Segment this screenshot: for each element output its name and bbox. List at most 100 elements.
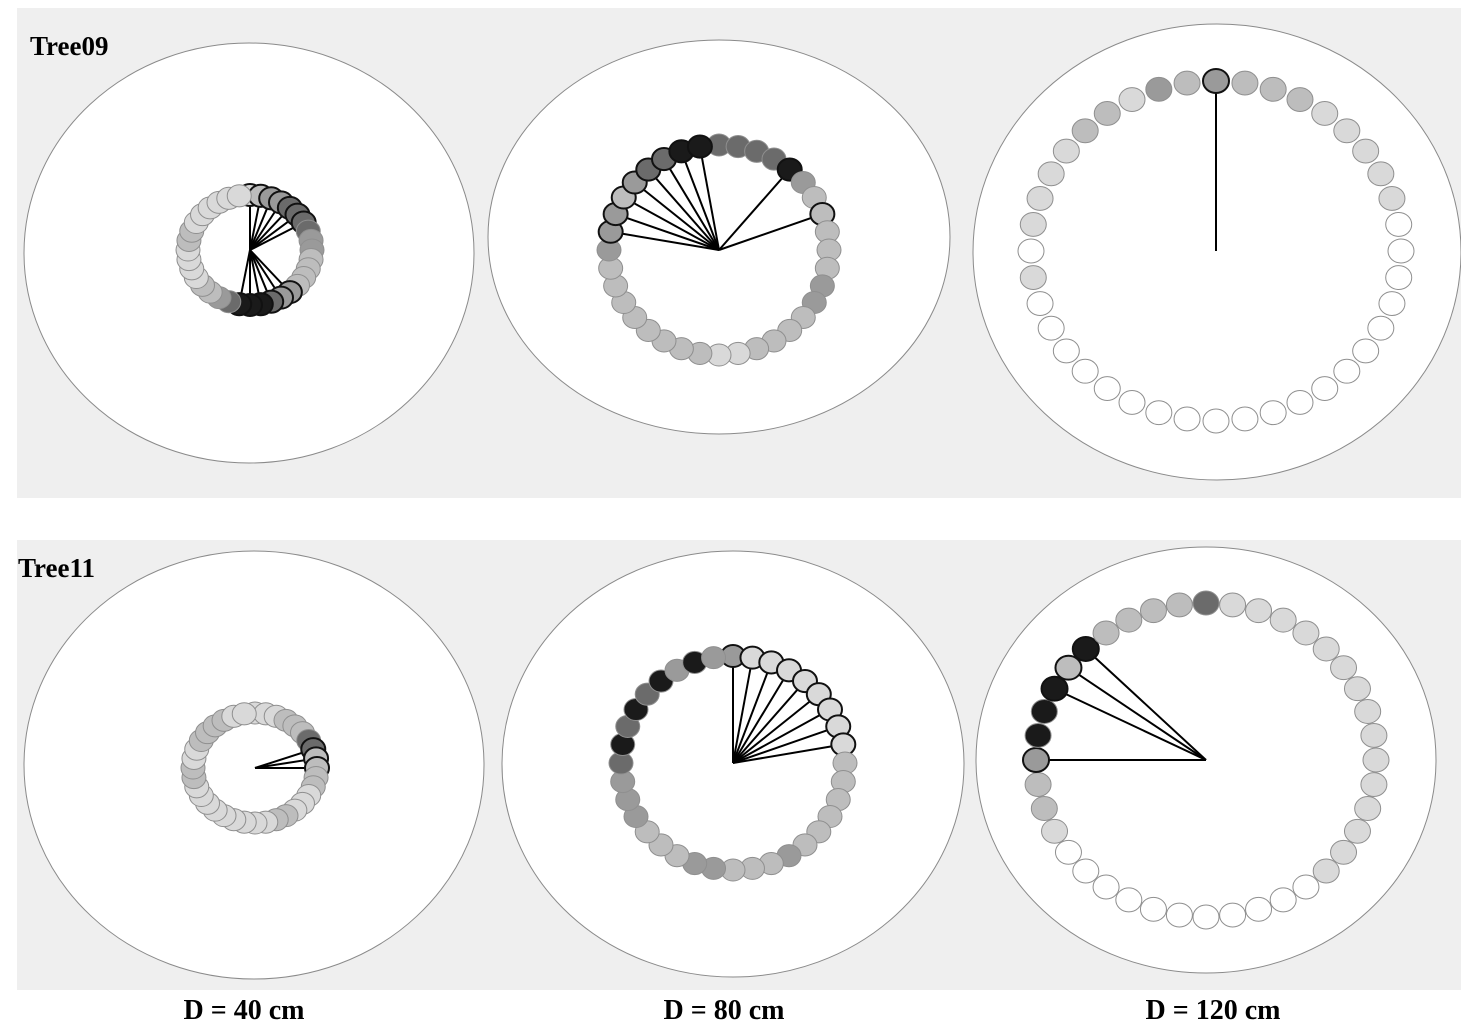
- sensor-dot: [1019, 211, 1047, 237]
- sensor-connection-line: [732, 708, 831, 764]
- sensor-dot: [1354, 796, 1382, 821]
- sensor-dot: [1026, 291, 1054, 316]
- sensor-dot: [1352, 338, 1380, 364]
- sensor-connection-line: [1085, 648, 1207, 761]
- tree-label-tree09: Tree09: [30, 31, 109, 61]
- sensor-dot: [231, 702, 257, 726]
- sensor-dot: [1367, 315, 1395, 341]
- sensor-connection-line: [718, 213, 823, 251]
- sensor-dot: [1093, 101, 1121, 126]
- sensor-dot: [1378, 186, 1406, 211]
- sensor-dot: [1037, 315, 1065, 341]
- sensor-dot: [1352, 138, 1380, 164]
- sensor-connection-line: [732, 680, 806, 764]
- sensor-connection-line: [732, 657, 754, 764]
- sensor-dot: [1017, 238, 1045, 264]
- sensor-dot: [1231, 406, 1259, 432]
- tree-cross-section-panel: [972, 23, 1461, 481]
- sensor-dot: [1312, 636, 1340, 662]
- column-label-80cm: D = 80 cm: [663, 995, 785, 1026]
- sensor-connection-line: [698, 146, 720, 251]
- sensor-dot: [1052, 138, 1080, 164]
- sensor-dot: [1343, 676, 1371, 702]
- sensor-dot: [1259, 76, 1287, 102]
- sensor-dot: [1026, 186, 1054, 211]
- trunk-outline: [23, 550, 485, 980]
- sensor-dot: [1333, 118, 1361, 144]
- sensor-connection-line: [610, 230, 720, 251]
- sensor-dot: [1041, 818, 1069, 844]
- column-label-40cm: D = 40 cm: [183, 995, 305, 1026]
- trunk-outline: [487, 39, 951, 435]
- sensor-dot: [1024, 722, 1052, 748]
- sensor-dot: [1072, 858, 1100, 884]
- sensor-dot: [1202, 408, 1230, 434]
- sensor-dot: [1139, 896, 1167, 922]
- tree-cross-section-panel: [975, 546, 1437, 974]
- sensor-dot: [1231, 70, 1259, 96]
- sensor-dot: [1333, 358, 1361, 384]
- sensor-dot: [1165, 592, 1193, 618]
- sensor-dot: [1022, 747, 1050, 773]
- sensor-connection-line: [663, 158, 720, 251]
- sensor-dot: [1192, 590, 1220, 616]
- sensor-dot: [1259, 400, 1287, 426]
- sensor-dot: [1030, 699, 1058, 724]
- sensor-dot: [1192, 904, 1220, 930]
- sensor-dot: [1040, 675, 1069, 702]
- sensor-dot: [1019, 265, 1047, 291]
- sensor-dot: [1343, 818, 1371, 844]
- sensor-dot: [1093, 376, 1121, 401]
- sensor-connection-line: [718, 168, 791, 251]
- sensor-dot: [1054, 654, 1083, 681]
- sensor-dot: [1311, 101, 1339, 126]
- sensor-dot: [1385, 265, 1413, 291]
- sensor-dot: [1330, 839, 1358, 865]
- tree-cross-section-panel: [487, 39, 951, 435]
- sensor-dot: [1115, 607, 1143, 633]
- sensor-dot: [1202, 68, 1230, 94]
- sensor-dot: [1145, 76, 1173, 102]
- sensor-dot: [1269, 887, 1297, 913]
- sensor-dot: [226, 184, 252, 208]
- sensor-dot: [1378, 291, 1406, 316]
- tree-label-tree11: Tree11: [18, 553, 95, 583]
- sensor-dot: [701, 646, 727, 670]
- sensor-connection-line: [1067, 666, 1207, 761]
- sensor-dot: [1037, 161, 1065, 187]
- tree-cross-section-panel: [23, 550, 485, 980]
- sensor-dot: [1269, 607, 1297, 633]
- sensor-dot: [1385, 211, 1413, 237]
- sensor-dot: [1092, 874, 1120, 900]
- sensor-dot: [1387, 238, 1415, 264]
- trunk-outline: [501, 550, 965, 978]
- sensor-dot: [1139, 598, 1167, 624]
- sensor-dot: [1245, 598, 1273, 624]
- sensor-dot: [1024, 772, 1052, 798]
- sensor-dot: [1092, 620, 1120, 646]
- sensor-dot: [1245, 896, 1273, 922]
- sensor-connection-line: [647, 168, 720, 251]
- sensor-dot: [1360, 772, 1388, 798]
- sensor-dot: [1145, 400, 1173, 426]
- sensor-dot: [1173, 406, 1201, 432]
- sensor-dot: [1292, 620, 1320, 646]
- sensor-connection-line: [732, 662, 773, 764]
- sensor-connection-line: [1054, 687, 1207, 761]
- sensor-dot: [1362, 747, 1390, 773]
- sensor-dot: [1165, 902, 1193, 928]
- sensor-connection-line: [732, 669, 790, 764]
- sensor-connection-line: [623, 196, 720, 251]
- sensor-dot: [1292, 874, 1320, 900]
- sensor-dot: [1367, 161, 1395, 187]
- sensor-dot: [1286, 390, 1314, 415]
- sensor-dot: [1071, 358, 1099, 384]
- tree-cross-section-panel: [501, 550, 965, 978]
- sensor-dot: [1360, 722, 1388, 748]
- sensor-connection-line: [634, 181, 720, 251]
- sensor-dot: [1118, 390, 1146, 415]
- sensor-dot: [1071, 118, 1099, 144]
- sensor-connection-line: [732, 725, 839, 764]
- sensor-connection-line: [615, 213, 720, 251]
